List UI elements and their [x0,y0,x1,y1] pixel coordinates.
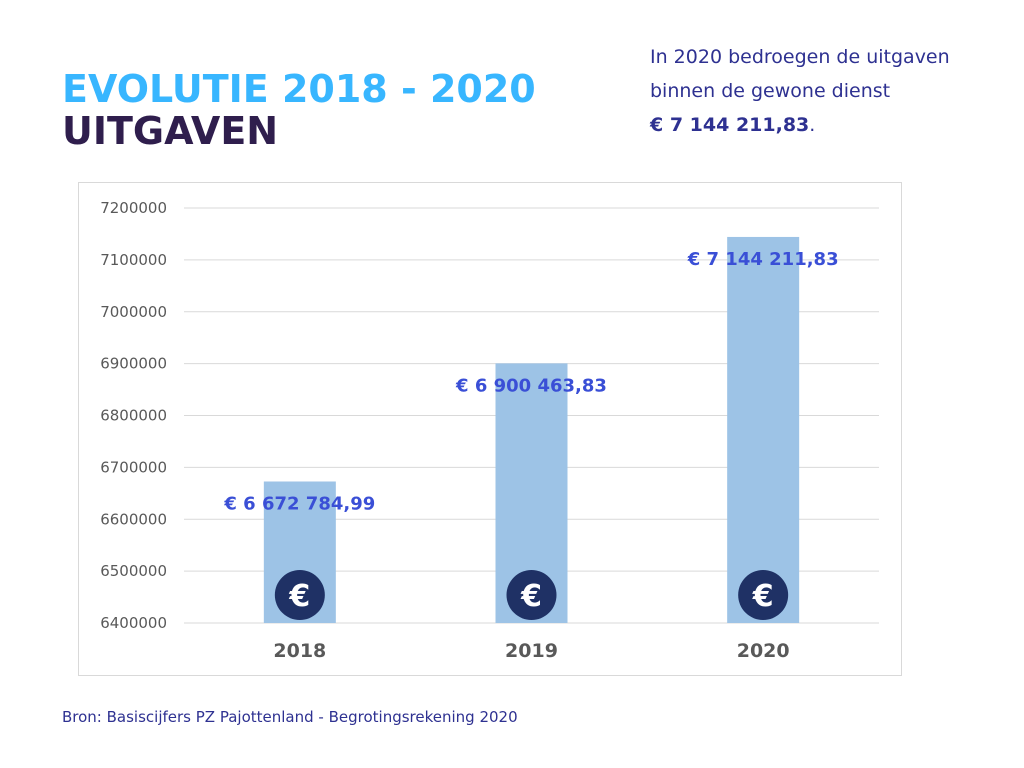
title-line2: UITGAVEN [62,109,279,153]
x-tick-label: 2019 [505,640,558,662]
y-tick-label: 7000000 [100,303,167,321]
y-tick-label: 6500000 [100,562,167,580]
note-suffix: . [809,114,816,136]
y-tick-label: 6900000 [100,355,167,373]
euro-icon [274,570,325,620]
y-tick-label: 6700000 [100,458,167,476]
euro-icon-glyph: € [288,579,310,614]
chart-container: 6400000 6500000 6600000 6700000 6800000 69000… [78,182,902,676]
y-tick-label: 7200000 [100,199,167,217]
bar-2020 [727,236,800,623]
euro-icon [506,570,557,620]
summary-note: In 2020 bedroegen de uitgaven binnen de … [650,40,990,142]
euro-icon [738,570,789,620]
title-line1: EVOLUTIE 2018 - 2020 [62,67,536,111]
euro-icon-glyph: € [752,579,774,614]
data-label-2020: € 7 144 211,83 [687,249,839,270]
y-tick-label: 6600000 [100,510,167,528]
data-label-2018: € 6 672 784,99 [223,493,375,514]
source-note: Bron: Basiscijfers PZ Pajottenland - Beg… [62,708,518,726]
y-tick-label: 6400000 [100,614,167,632]
bar-chart: 6400000 6500000 6600000 6700000 6800000 69000… [100,199,879,662]
euro-icon-glyph: € [520,579,542,614]
note-line1: In 2020 bedroegen de uitgaven [650,46,950,68]
y-tick-label: 7100000 [100,251,167,269]
x-tick-label: 2018 [273,640,326,662]
y-tick-label: 6800000 [100,407,167,425]
note-line2: binnen de gewone dienst [650,80,891,102]
x-tick-label: 2020 [737,640,790,662]
note-line3: € 7 144 211,83. [650,108,990,142]
data-label-2019: € 6 900 463,83 [455,375,607,396]
note-amount: € 7 144 211,83 [650,114,810,136]
